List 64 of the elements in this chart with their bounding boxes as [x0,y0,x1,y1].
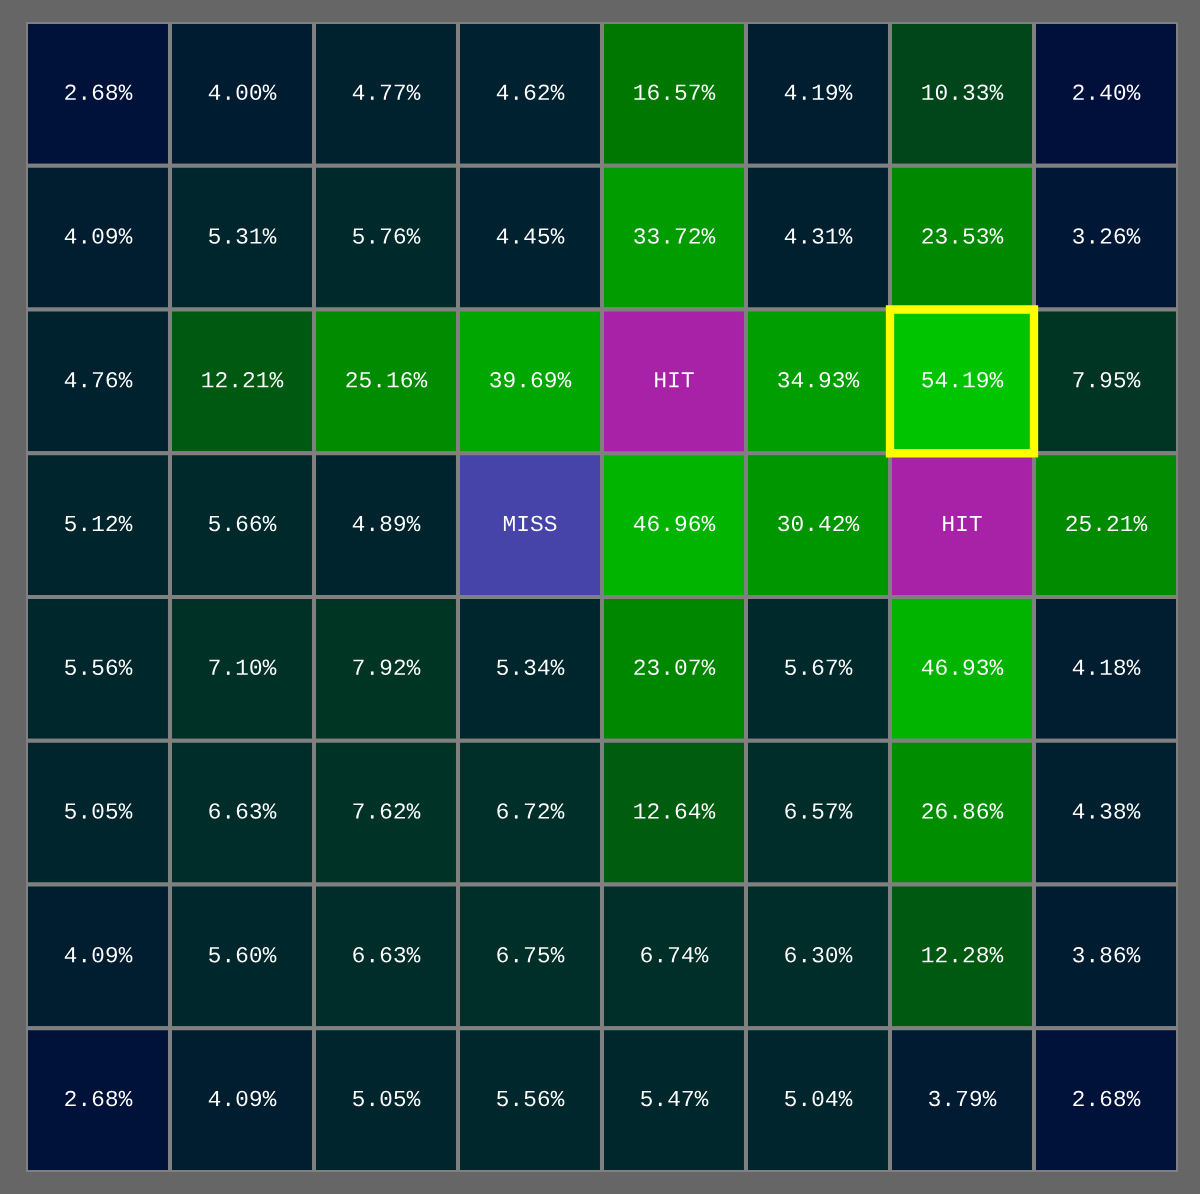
data-label: 4.09% [64,228,133,244]
data-label: 4.31% [784,228,853,244]
data-label: 34.93% [778,371,860,388]
data-label: 4.18% [1072,659,1141,676]
data-label: 5.60% [209,946,277,963]
data-label: 4.09% [208,1090,277,1107]
data-label: 7.10% [209,659,277,676]
data-label: 5.05% [353,1090,421,1107]
text: HIT [655,372,694,388]
data-label: 12.64% [634,803,716,819]
data-label: 30.42% [778,515,860,532]
data-label: 5.66% [209,515,277,532]
data-label: 46.93% [921,659,1004,676]
data-label: 3.79% [929,1090,997,1107]
data-label: 10.33% [922,84,1004,101]
data-label: 4.89% [352,515,421,532]
data-label: 6.63% [353,946,421,963]
data-label: 6.75% [497,946,565,963]
data-label: 4.38% [1072,803,1141,819]
data-label: 5.04% [785,1090,853,1107]
data-label: 4.62% [496,84,565,101]
data-label: 5.67% [785,659,853,676]
data-label: 7.95% [1073,371,1141,388]
data-label: 2.68% [1073,1090,1141,1107]
data-label: 3.86% [1073,946,1141,963]
data-label: 5.31% [209,228,277,244]
data-label: 16.57% [634,84,716,101]
data-label: 25.21% [1066,515,1148,532]
data-label: 4.00% [208,84,277,101]
data-label: 2.68% [65,1090,133,1107]
data-label: 7.92% [353,659,421,676]
data-label: 5.12% [65,515,133,532]
data-label: 4.19% [784,84,853,101]
data-label: 23.53% [922,228,1004,244]
data-label: 6.74% [641,946,709,963]
data-label: 4.77% [352,84,421,100]
text: MISS [503,515,557,532]
data-label: 4.45% [496,228,565,244]
text: HIT [943,515,982,532]
data-label: 12.28% [922,946,1004,963]
data-label: 6.72% [497,803,565,819]
data-label: 5.05% [65,803,133,819]
data-label: 2.68% [65,84,133,101]
data-label: 4.09% [64,946,133,963]
data-label: 39.69% [490,371,572,388]
data-label: 5.56% [497,1090,565,1107]
data-label: 6.63% [209,803,277,819]
data-label: 2.40% [1073,84,1141,101]
data-label: 5.76% [353,228,421,244]
data-label: 25.16% [346,371,428,388]
data-label: 5.47% [641,1090,709,1107]
data-label: 6.57% [785,803,853,819]
data-label: 26.86% [922,803,1004,819]
data-label: 5.56% [65,659,133,676]
data-label: 23.07% [634,659,716,676]
data-label: 33.72% [634,228,716,244]
data-label: 7.62% [353,803,421,819]
data-label: 54.19% [922,371,1004,388]
data-label: 46.96% [633,515,716,532]
data-label: 4.76% [64,371,133,388]
data-label: 3.26% [1073,228,1141,244]
data-label: 12.21% [202,371,284,388]
data-label: 6.30% [785,946,853,963]
data-label: 5.34% [497,659,565,676]
